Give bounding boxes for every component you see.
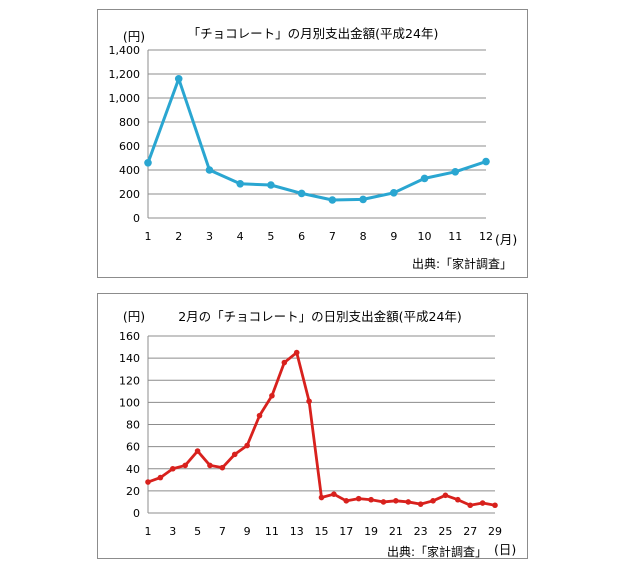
daily-chart-panel: 2月の「チョコレート」の日別支出金額(平成24年) (円) (日) 出典:「家計調査」… [97,293,528,559]
x-tick-label: 29 [488,525,502,538]
x-tick-label: 5 [194,525,201,538]
data-point [157,474,164,481]
data-point [405,499,412,505]
y-tick-label: 1,000 [109,92,141,105]
x-tick-label: 8 [360,230,367,243]
data-point [343,498,350,504]
data-point [390,189,398,197]
series-line [146,77,488,202]
data-point [144,159,152,167]
x-axis-unit-label: (月) [495,232,517,247]
x-tick-label: 15 [315,525,329,538]
data-point [417,501,424,507]
x-axis-unit-label: (日) [494,542,516,557]
x-tick-label: 7 [219,525,226,538]
data-point [205,166,214,174]
y-tick-label: 60 [126,441,140,454]
data-point [256,412,263,419]
data-point [430,498,436,504]
x-tick-label: 6 [298,230,305,243]
data-point [479,500,486,506]
data-point [368,496,374,503]
data-point [281,359,288,366]
y-axis-unit-label: (円) [123,29,145,44]
data-point [269,392,275,399]
data-point [393,498,399,504]
data-point [267,181,275,189]
x-tick-label: 4 [237,230,244,243]
source-label: 出典:「家計調査」 [387,544,487,559]
x-tick-label: 3 [206,230,213,243]
data-point [442,492,449,499]
y-tick-label: 800 [119,116,140,129]
y-tick-label: 600 [119,140,140,153]
x-tick-label: 1 [145,525,152,538]
y-tick-label: 80 [126,419,140,432]
x-tick-label: 21 [389,525,403,538]
x-tick-label: 5 [267,230,274,243]
x-tick-label: 12 [479,230,493,243]
x-tick-label: 11 [448,230,462,243]
data-point [328,196,337,204]
y-tick-label: 140 [119,352,140,365]
x-tick-label: 13 [290,525,304,538]
y-tick-label: 200 [119,188,140,201]
data-point [318,494,325,501]
y-tick-label: 1,200 [109,68,141,81]
data-point [174,75,183,83]
data-point [359,195,367,204]
y-tick-label: 40 [126,463,140,476]
x-tick-label: 23 [414,525,428,538]
data-point [492,502,498,509]
y-tick-label: 0 [133,212,140,225]
y-tick-label: 1,400 [109,44,141,57]
chart-title: 2月の「チョコレート」の日別支出金額(平成24年) [178,309,462,324]
x-tick-label: 2 [175,230,182,243]
x-tick-label: 1 [145,230,152,243]
y-tick-label: 0 [133,507,140,520]
data-point [451,168,460,176]
data-point [145,479,151,485]
x-tick-label: 9 [390,230,397,243]
x-tick-label: 25 [438,525,452,538]
x-tick-label: 27 [463,525,477,538]
data-point [182,462,188,469]
data-point [293,349,300,356]
x-tick-label: 3 [169,525,176,538]
data-point [194,448,201,454]
monthly-chart-panel: 「チョコレート」の月別支出金額(平成24年) (円) (月) 出典:「家計調査」 0 20… [97,9,528,278]
data-point [219,464,226,471]
x-tick-label: 7 [329,230,336,243]
data-point [331,491,337,497]
y-tick-label: 400 [119,164,140,177]
data-point [236,180,244,188]
data-point [306,398,312,405]
data-point [380,499,387,505]
x-tick-label: 19 [364,525,378,538]
data-point [297,189,306,198]
y-tick-label: 20 [126,485,140,498]
monthly-chart: 「チョコレート」の月別支出金額(平成24年) (円) (月) 出典:「家計調査」 0 20… [109,26,518,271]
data-point [467,502,474,509]
series-line [146,351,497,507]
data-point [207,462,213,469]
data-point [355,495,362,502]
source-label: 出典:「家計調査」 [412,256,512,271]
data-point [244,442,250,449]
chart-title: 「チョコレート」の月別支出金額(平成24年) [188,26,439,41]
y-tick-label: 120 [119,374,140,387]
x-tick-label: 17 [339,525,353,538]
y-tick-label: 160 [119,330,140,343]
data-point [231,451,238,458]
x-tick-label: 11 [265,525,279,538]
daily-chart: 2月の「チョコレート」の日別支出金額(平成24年) (円) (日) 出典:「家計調査」… [119,309,516,559]
data-point [482,157,490,166]
data-point [420,174,429,183]
y-axis-unit-label: (円) [123,309,145,324]
data-point [455,496,461,503]
x-tick-label: 9 [244,525,251,538]
data-point [169,465,176,472]
x-tick-label: 10 [418,230,432,243]
y-tick-label: 100 [119,396,140,409]
